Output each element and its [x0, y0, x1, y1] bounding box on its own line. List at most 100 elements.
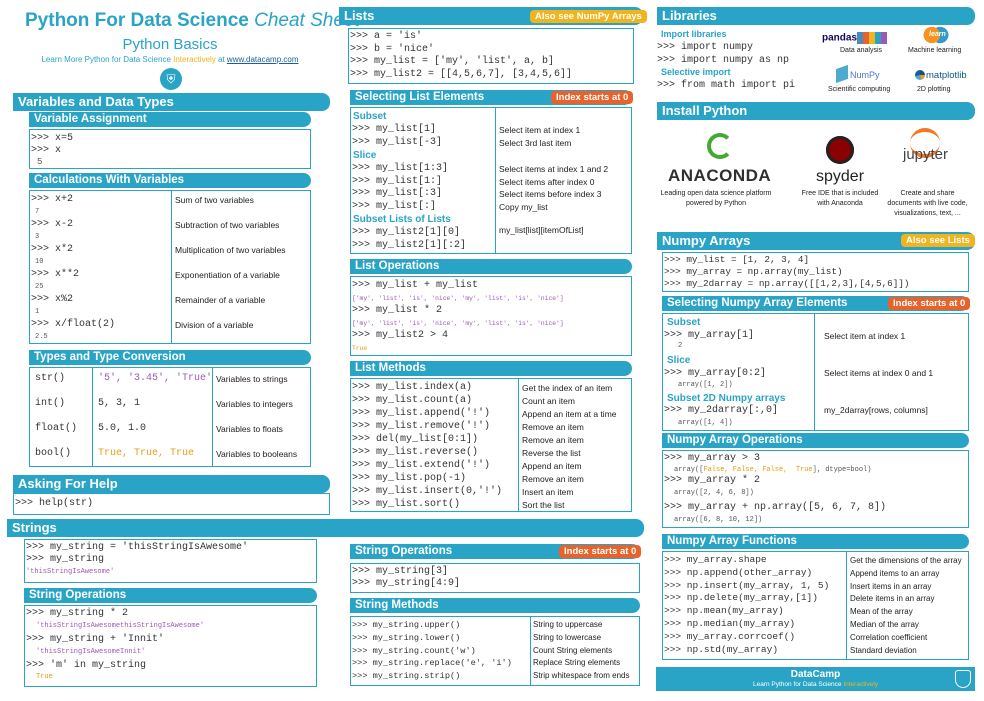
list-method-code: >>> my_list.append('!') — [352, 408, 491, 419]
list-method-code: >>> my_list.reverse() — [352, 447, 479, 458]
calculations-divider — [171, 190, 172, 344]
string-method-code: >>> my_string.strip() — [352, 671, 461, 682]
string-index-0: >>> my_string[3] — [352, 566, 449, 577]
numpy-select-box — [662, 313, 969, 431]
type-fn: float() — [35, 423, 78, 434]
lists-see-numpy-badge: Also see NumPy Arrays — [530, 10, 647, 23]
spyder-desc-0: Free IDE that is included — [801, 190, 879, 197]
string-method-code: >>> my_string.upper() — [352, 620, 461, 630]
list-op-code: >>> my_list + my_list — [352, 280, 479, 291]
list-methods-divider — [518, 378, 519, 512]
spyder-name: spyder — [816, 168, 865, 185]
numpy-op-1-out-post: ], dtype=bool) — [812, 466, 872, 474]
calc-code: >>> x%2 — [31, 294, 74, 305]
list-method-desc: Insert an item — [522, 487, 574, 497]
list-method-desc: Append an item at a time — [522, 409, 617, 419]
matplotlib-caption: 2D plotting — [917, 86, 951, 93]
learn-mid: Interactively — [173, 55, 216, 64]
list-op-output: True — [352, 345, 368, 352]
select-desc: Select items after index 0 — [499, 176, 595, 187]
numpy-func-desc: Delete items in an array — [850, 594, 935, 604]
anaconda-desc-1: powered by Python — [686, 200, 746, 207]
calc-output: 3 — [35, 233, 40, 241]
calc-code: >>> x**2 — [31, 269, 80, 280]
string-op-2-output: True — [36, 673, 53, 681]
list-method-desc: Reverse the list — [522, 448, 581, 458]
numpy-op-1-out: array([False, False, False, True], dtype… — [674, 466, 871, 475]
select-sublists-label: Subset Lists of Lists — [353, 214, 451, 225]
import-libraries-label: Import libraries — [661, 29, 727, 39]
type-fn: int() — [35, 398, 66, 409]
list-op-output: ['my', 'list', 'is', 'nice', 'my', 'list… — [352, 295, 564, 302]
numpy-op-1-out-vals: False, False, False, True — [703, 466, 813, 474]
list-method-code: >>> my_list.insert(0,'!') — [352, 486, 503, 497]
string-ops-box — [24, 605, 317, 687]
numpy-caption: Scientific computing — [828, 86, 891, 93]
list-intro-line: >>> b = 'nice' — [350, 43, 435, 55]
list-ops-header: List Operations — [350, 259, 632, 274]
type-fn: str() — [35, 373, 66, 384]
numpy-sel-2-out: array([1, 2]) — [678, 381, 733, 389]
string-index-box — [350, 563, 640, 593]
select-slice-label: Slice — [353, 150, 377, 161]
calc-code: >>> x*2 — [31, 244, 74, 255]
numpy-sel-3: >>> my_2darray[:,0] — [664, 405, 779, 416]
numpy-logo-icon — [836, 64, 848, 84]
calc-output: 25 — [35, 283, 44, 291]
select-desc: Copy my_list — [499, 202, 548, 213]
string-op-2: >>> 'm' in my_string — [26, 660, 147, 671]
datacamp-link[interactable]: www.datacamp.com — [226, 55, 299, 64]
jupyter-desc-0: Create and share — [900, 190, 955, 197]
calculations-header: Calculations With Variables — [29, 173, 311, 188]
select-desc: Select items before index 3 — [499, 189, 602, 200]
list-intro-line: >>> a = 'is' — [350, 31, 423, 42]
strings-output: 'thisStringIsAwesome' — [26, 568, 115, 576]
list-method-desc: Append an item — [522, 461, 582, 471]
type-desc: Variables to integers — [216, 399, 293, 409]
list-op-code: >>> my_list2 > 4 — [352, 330, 449, 341]
numpy-ops-header: Numpy Array Operations — [662, 433, 969, 448]
numpy-name: NumPy — [850, 70, 880, 80]
select-subset-label: Subset — [353, 111, 387, 122]
string-ops-header: String Operations — [24, 588, 317, 603]
assign-output: 5 — [37, 157, 43, 167]
anaconda-logo-icon — [707, 133, 733, 159]
strings-line-0: >>> my_string = 'thisStringIsAwesome' — [26, 542, 249, 553]
learn-at: at — [215, 55, 227, 64]
numpy-funcs-divider — [846, 551, 847, 660]
calc-desc: Exponentiation of a variable — [175, 270, 280, 280]
list-method-desc: Sort the list — [522, 500, 565, 510]
numpy-see-lists-badge: Also see Lists — [901, 234, 975, 247]
numpy-line-2: >>> my_2darray = np.array([[1,2,3],[4,5,… — [664, 278, 910, 289]
strings-header: Strings — [7, 519, 644, 537]
numpy-line-0: >>> my_list = [1, 2, 3, 4] — [664, 254, 810, 265]
string-method-code: >>> my_string.lower() — [352, 632, 461, 643]
numpy-func-code: >>> my_array.corrcoef() — [664, 630, 796, 642]
numpy-sel-3-out: array([1, 4]) — [678, 419, 733, 427]
list-method-code: >>> my_list.count(a) — [352, 395, 473, 406]
calc-code: >>> x-2 — [31, 219, 74, 230]
numpy-subset-label: Subset — [667, 317, 701, 328]
numpy-func-desc: Median of the array — [850, 620, 919, 629]
type-desc: Variables to floats — [216, 424, 283, 434]
sklearn-name: learn — [929, 31, 946, 38]
numpy-funcs-box — [662, 551, 969, 660]
title-main: Python For Data Science — [25, 10, 249, 31]
numpy-select-divider — [814, 313, 815, 431]
list-method-desc: Remove an item — [522, 422, 584, 432]
select-desc: Select items at index 1 and 2 — [499, 164, 609, 174]
string-op-1: >>> my_string + 'Innit' — [26, 634, 165, 645]
footer-tag-pre: Learn Python for Data Science — [752, 681, 844, 688]
footer-shield-icon — [955, 670, 971, 688]
import-line-0: >>> import numpy — [657, 42, 754, 53]
numpy-func-desc: Insert items in an array — [850, 581, 932, 591]
select-sublist-desc: my_list[list][itemOfList] — [499, 225, 584, 235]
select-code: >>> my_list[1] — [352, 124, 437, 135]
calc-desc: Division of a variable — [175, 320, 254, 330]
calc-output: 7 — [35, 208, 40, 216]
numpy-func-code: >>> np.delete(my_array,[1]) — [664, 592, 818, 604]
string-methods-divider — [530, 616, 531, 686]
numpy-line-1: >>> my_array = np.array(my_list) — [664, 266, 843, 277]
list-intro-line: >>> my_list = ['my', 'list', a, b] — [350, 56, 555, 67]
string-op-1-output: 'thisStringIsAwesomeInnit' — [36, 648, 146, 656]
